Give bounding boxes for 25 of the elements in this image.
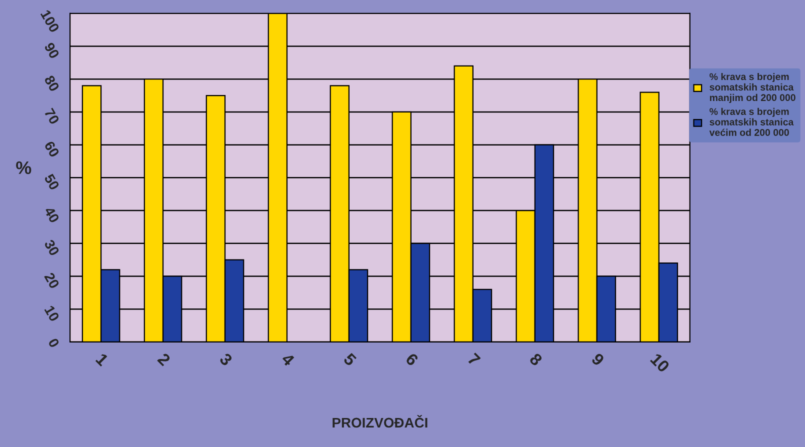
x-tick-label: 6 <box>404 352 419 366</box>
x-tick-label: 1 <box>95 352 110 366</box>
y-tick-label: 80 <box>44 74 60 92</box>
y-axis-title: % <box>16 161 32 174</box>
y-tick-label: 50 <box>44 173 60 191</box>
x-tick-label: 3 <box>218 352 234 366</box>
y-tick-label: 0 <box>48 338 60 348</box>
y-tick-label: 90 <box>44 42 60 60</box>
x-tick-label: 8 <box>528 352 544 367</box>
legend-label: % krava s brojem somatskih stanica većim od 200 000 <box>709 108 794 136</box>
y-tick-label: 30 <box>44 238 60 256</box>
x-tick-label: 4 <box>280 352 296 367</box>
x-axis-title: PROIZVOĐAČI <box>332 415 428 428</box>
x-tick-label: 5 <box>342 352 357 367</box>
y-tick-label: 100 <box>40 9 60 34</box>
y-tick-label: 10 <box>44 305 60 322</box>
x-tick-label: 7 <box>467 352 481 366</box>
y-tick-label: 20 <box>44 272 60 290</box>
x-tick-label: 9 <box>590 352 605 366</box>
x-tick-label: 10 <box>650 352 670 373</box>
y-tick-label: 40 <box>44 206 60 224</box>
x-tick-label: 2 <box>157 352 171 366</box>
legend-label: % krava s brojem somatskih stanica manjim od 200 000 <box>710 72 796 103</box>
y-tick-label: 60 <box>44 140 60 158</box>
y-tick-label: 70 <box>44 108 60 125</box>
